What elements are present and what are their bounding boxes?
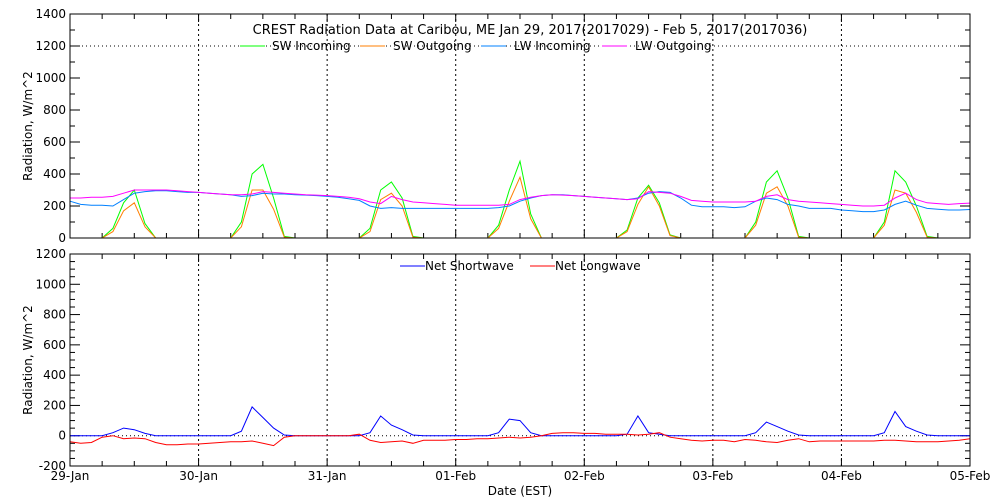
x-tick-label: 01-Feb (435, 469, 476, 483)
y-tick-label: -200 (39, 459, 66, 473)
y-tick-label: 1200 (35, 39, 66, 53)
series-line-lw-incoming (69, 190, 971, 213)
plot-frame (69, 13, 971, 239)
y-tick-label: 400 (43, 368, 66, 382)
series-line-net-longwave (69, 432, 971, 447)
x-tick-label: 31-Jan (308, 469, 347, 483)
y-tick-label: 1400 (35, 7, 66, 21)
x-tick-label: 04-Feb (821, 469, 862, 483)
y-tick-label: 600 (43, 338, 66, 352)
y-tick-label: 400 (43, 167, 66, 181)
series-line-sw-outgoing (70, 175, 970, 239)
y-tick-label: 200 (43, 199, 66, 213)
series-line-lw-outgoing (70, 189, 971, 207)
y-tick-label: 200 (43, 398, 66, 412)
legend-label: Net Shortwave (425, 259, 514, 273)
y-tick-label: 0 (58, 231, 66, 245)
x-axis-label: Date (EST) (488, 484, 552, 498)
x-tick-label: 29-Jan (51, 469, 90, 483)
y-tick-label: 600 (43, 135, 66, 149)
y-tick-label: 0 (58, 429, 66, 443)
bottom-y-axis-label: Radiation, W/m^2 (21, 305, 35, 415)
y-tick-label: 800 (43, 308, 66, 322)
legend-label: SW Incoming (272, 39, 351, 53)
top-y-axis-label: Radiation, W/m^2 (21, 71, 35, 181)
y-tick-label: 1000 (35, 277, 66, 291)
plot-frame (69, 253, 971, 467)
chart-title: CREST Radiation Data at Caribou, ME Jan … (253, 23, 808, 38)
x-tick-label: 30-Jan (179, 469, 218, 483)
legend-label: Net Longwave (555, 259, 641, 273)
legend-label: LW Outgoing (635, 39, 712, 53)
legend-label: SW Outgoing (393, 39, 472, 53)
y-tick-label: 1000 (35, 71, 66, 85)
x-tick-label: 03-Feb (692, 469, 733, 483)
series-line-net-shortwave (70, 406, 970, 437)
y-tick-label: 800 (43, 103, 66, 117)
x-tick-label: 05-Feb (950, 469, 991, 483)
y-tick-label: 1200 (35, 247, 66, 261)
x-tick-label: 02-Feb (564, 469, 605, 483)
legend-label: LW Incoming (514, 39, 591, 53)
